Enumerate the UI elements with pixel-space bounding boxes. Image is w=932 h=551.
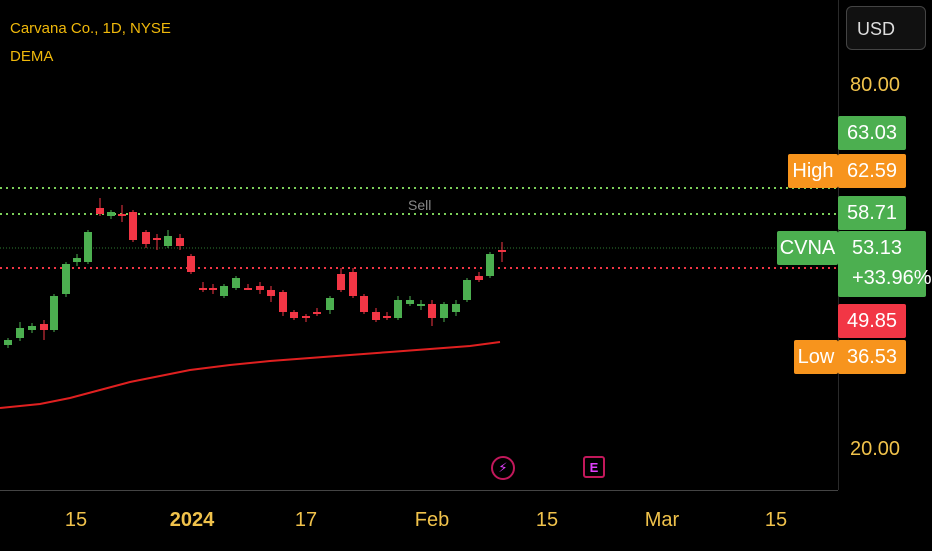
time-tick: 17 <box>294 509 318 531</box>
candlestick <box>428 300 436 326</box>
candlestick <box>107 210 115 219</box>
dema-indicator-line <box>0 341 501 409</box>
candlesticks <box>4 198 506 348</box>
candlestick <box>463 278 471 302</box>
candlestick <box>279 290 287 316</box>
candlestick <box>267 286 275 302</box>
candlestick <box>244 284 252 290</box>
symbol-tag: CVNA <box>777 231 838 265</box>
candlestick <box>290 310 298 320</box>
candlestick <box>302 314 310 322</box>
sell-signal-label: Sell <box>408 197 432 213</box>
candlestick <box>337 268 345 292</box>
candlestick <box>28 323 36 333</box>
time-tick: Feb <box>414 509 450 531</box>
low-label-tag: Low <box>794 340 838 374</box>
last-price: 53.13 <box>852 237 903 259</box>
candlestick <box>62 262 70 297</box>
candlestick <box>4 338 12 348</box>
candlestick <box>153 234 161 250</box>
candlestick <box>326 296 334 314</box>
candlestick <box>372 308 380 322</box>
candlestick <box>256 282 264 294</box>
earnings-event-icon[interactable]: E <box>583 456 605 478</box>
high-value-tag: 62.59 <box>838 154 906 188</box>
candlestick <box>199 282 207 292</box>
candlestick <box>16 322 24 341</box>
candlestick <box>394 296 402 320</box>
candlestick <box>73 254 81 266</box>
candlestick <box>176 234 184 250</box>
candlestick <box>209 284 217 294</box>
candlestick <box>187 254 195 274</box>
price-tag-49: 49.85 <box>838 304 906 338</box>
change-percent: +33.96% <box>852 267 932 289</box>
candlestick <box>164 230 172 248</box>
price-tag-63: 63.03 <box>838 116 906 150</box>
symbol-title[interactable]: Carvana Co., 1D, NYSE <box>10 20 171 37</box>
candlestick <box>383 312 391 320</box>
candlestick <box>452 300 460 316</box>
candlestick <box>498 242 506 262</box>
indicator-dema-label[interactable]: DEMA <box>10 48 54 65</box>
candlestick <box>84 230 92 264</box>
candlestick <box>417 300 425 310</box>
candlestick <box>475 272 483 282</box>
price-tick-20: 20.00 <box>850 438 901 460</box>
price-tick-80: 80.00 <box>850 74 901 96</box>
time-tick: Mar <box>644 509 680 531</box>
lightning-icon: ⚡ <box>498 460 508 475</box>
time-scale[interactable]: 15 2024 17 Feb 15 Mar 15 <box>0 490 838 551</box>
price-tag-58: 58.71 <box>838 196 906 230</box>
time-tick: 15 <box>535 509 559 531</box>
candlestick <box>232 276 240 290</box>
candlestick <box>360 294 368 314</box>
candlestick <box>129 210 137 242</box>
candlestick <box>349 268 357 298</box>
candlestick <box>96 198 104 216</box>
dividend-event-icon[interactable]: ⚡ <box>491 456 515 480</box>
candlestick <box>313 308 321 316</box>
time-tick: 15 <box>764 509 788 531</box>
high-label-tag: High <box>788 154 838 188</box>
time-tick-year: 2024 <box>169 509 215 531</box>
candlestick <box>50 294 58 332</box>
candlestick <box>406 296 414 306</box>
candlestick <box>486 252 494 278</box>
time-tick: 15 <box>64 509 88 531</box>
earnings-e-icon: E <box>589 459 599 475</box>
candlestick <box>220 284 228 298</box>
candlestick <box>40 320 48 340</box>
horizontal-lines <box>0 187 838 269</box>
price-chart[interactable] <box>0 0 838 490</box>
currency-button[interactable]: USD <box>846 6 926 50</box>
low-value-tag: 36.53 <box>838 340 906 374</box>
candlestick <box>118 205 126 222</box>
candlestick <box>440 302 448 322</box>
candlestick <box>142 230 150 248</box>
last-price-tag: 53.13 +33.96% <box>838 231 932 297</box>
